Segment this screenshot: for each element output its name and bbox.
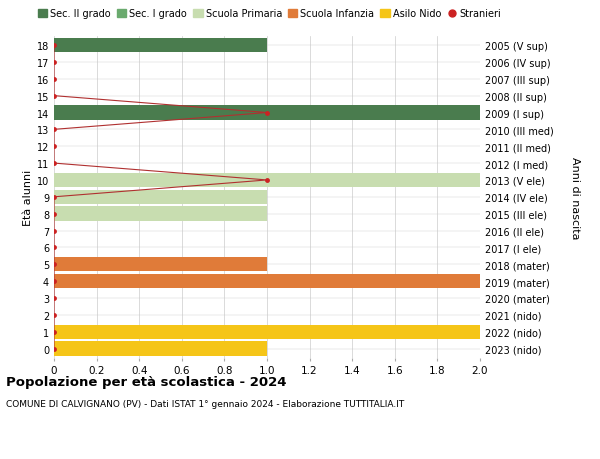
Text: Popolazione per età scolastica - 2024: Popolazione per età scolastica - 2024	[6, 375, 287, 388]
Bar	[54, 341, 267, 356]
Y-axis label: Anni di nascita: Anni di nascita	[570, 156, 580, 239]
Text: COMUNE DI CALVIGNANO (PV) - Dati ISTAT 1° gennaio 2024 - Elaborazione TUTTITALIA: COMUNE DI CALVIGNANO (PV) - Dati ISTAT 1…	[6, 399, 404, 409]
Bar	[54, 207, 267, 221]
Bar	[54, 174, 480, 188]
Bar	[54, 106, 480, 120]
Bar	[54, 274, 480, 289]
Y-axis label: Età alunni: Età alunni	[23, 169, 32, 225]
Bar	[54, 39, 267, 53]
Bar	[54, 190, 267, 205]
Legend: Sec. II grado, Sec. I grado, Scuola Primaria, Scuola Infanzia, Asilo Nido, Stran: Sec. II grado, Sec. I grado, Scuola Prim…	[38, 10, 502, 19]
Bar	[54, 257, 267, 272]
Bar	[54, 325, 480, 339]
